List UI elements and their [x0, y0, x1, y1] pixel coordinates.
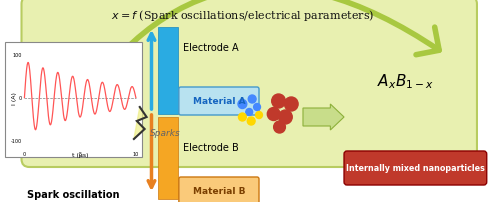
Text: $x = f$ (Spark oscillations/electrical parameters): $x = f$ (Spark oscillations/electrical p…	[110, 8, 374, 23]
Text: I (A): I (A)	[12, 92, 17, 104]
Circle shape	[248, 96, 256, 103]
Text: 0: 0	[23, 151, 26, 156]
FancyArrow shape	[303, 104, 344, 130]
Bar	[158, 117, 178, 199]
Circle shape	[248, 117, 255, 125]
Text: 5: 5	[78, 151, 82, 156]
Circle shape	[278, 110, 292, 124]
Circle shape	[272, 95, 285, 108]
FancyBboxPatch shape	[179, 87, 259, 115]
Circle shape	[274, 121, 285, 133]
Text: Internally mixed nanoparticles: Internally mixed nanoparticles	[346, 164, 485, 173]
FancyBboxPatch shape	[22, 0, 477, 167]
Bar	[5, 43, 141, 157]
Text: Electrode A: Electrode A	[183, 43, 238, 53]
Polygon shape	[134, 107, 146, 139]
Circle shape	[254, 104, 260, 111]
Circle shape	[268, 108, 280, 121]
Circle shape	[284, 98, 298, 112]
Text: Sparks: Sparks	[150, 128, 180, 137]
Text: 100: 100	[12, 53, 22, 58]
Circle shape	[238, 114, 246, 121]
Bar	[158, 28, 178, 115]
Text: Material B: Material B	[192, 187, 245, 196]
FancyBboxPatch shape	[344, 151, 486, 185]
FancyBboxPatch shape	[179, 177, 259, 202]
Circle shape	[256, 112, 262, 119]
Circle shape	[238, 100, 247, 109]
Text: Electrode B: Electrode B	[183, 142, 238, 152]
Text: -100: -100	[10, 138, 22, 143]
Text: 0: 0	[18, 96, 22, 101]
FancyArrowPatch shape	[55, 0, 439, 145]
Circle shape	[246, 109, 252, 116]
Text: Material A: Material A	[192, 97, 245, 106]
Text: Spark oscillation: Spark oscillation	[27, 189, 120, 199]
Text: t (μs): t (μs)	[72, 152, 88, 157]
Text: 10: 10	[132, 151, 139, 156]
Text: $A_xB_{1-x}$: $A_xB_{1-x}$	[377, 72, 434, 91]
